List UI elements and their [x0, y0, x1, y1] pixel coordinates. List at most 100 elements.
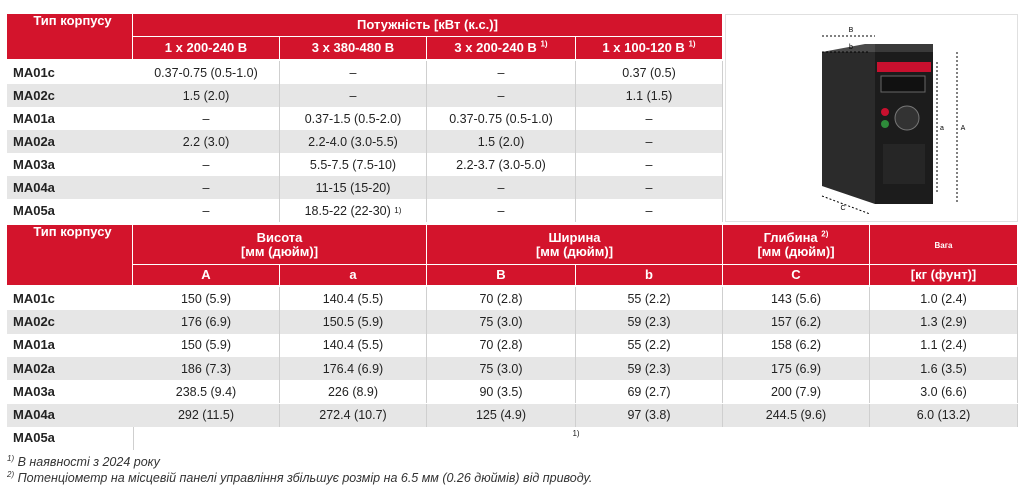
cell-text: 0.37-0.75 (0.5-1.0) — [154, 65, 258, 80]
data-cell: 0.37 (0.5) — [576, 61, 723, 84]
header-line: Вага — [934, 237, 952, 253]
header-sub: [мм (дюйм)] — [240, 243, 319, 259]
column-header: 3 x 380-480 В — [280, 37, 427, 60]
note-mark: 2) — [7, 469, 15, 479]
cell-text: 125 (4.9) — [475, 408, 527, 423]
dimension-label: B — [849, 27, 854, 34]
row-label: MA01c — [7, 61, 133, 84]
row-label: MA02a — [7, 130, 133, 153]
data-cell: 238.5 (9.4) — [133, 380, 280, 404]
data-cell: 272.4 (10.7) — [280, 403, 427, 427]
device-top-edge — [875, 44, 933, 52]
cell-text: 1.5 (2.0) — [182, 88, 230, 103]
device-button — [881, 120, 889, 128]
cell-text: – — [202, 157, 210, 172]
footnote: 2) Потенціометр на місцевій панелі управ… — [7, 469, 592, 485]
cell-text: 244.5 (9.6) — [765, 408, 827, 423]
cell-text: – — [645, 203, 653, 218]
header-text: a — [349, 267, 357, 282]
cell-text: 175 (6.9) — [770, 361, 822, 376]
data-cell: 70 (2.8) — [427, 287, 576, 311]
cell-text: 11-15 (15-20) — [315, 180, 391, 195]
cell-text: 3 x 380-480 В — [311, 40, 395, 55]
cell-text: 176.4 (6.9) — [322, 361, 384, 376]
data-cell: – — [427, 176, 576, 199]
data-cell: 90 (3.5) — [427, 380, 576, 404]
cell-text: 0.37-0.75 (0.5-1.0) — [449, 111, 553, 126]
cell-text: 0.37-1.5 (0.5-2.0) — [304, 111, 402, 126]
cell-text: 2.2-3.7 (3.0-5.0) — [456, 157, 546, 172]
data-cell: 1.3 (2.9) — [870, 310, 1018, 334]
header-line: Висота — [257, 230, 303, 245]
cell-text: 1 x 200-240 В — [164, 40, 248, 55]
row-label: MA04a — [7, 176, 133, 199]
row-label: MA03a — [7, 153, 133, 176]
cell-text: 18.5-22 (22-30) — [304, 203, 391, 218]
cell-text: 226 (8.9) — [327, 384, 379, 399]
row-label: MA04a — [7, 403, 133, 427]
data-cell: 75 (3.0) — [427, 356, 576, 381]
data-cell: 140.4 (5.5) — [280, 333, 427, 357]
data-cell: – — [576, 153, 723, 176]
unit-header: C — [723, 265, 870, 286]
cell-text: 1.1 (2.4) — [920, 338, 967, 353]
cell-text: – — [497, 203, 505, 218]
cell-text: 59 (2.3) — [627, 314, 671, 329]
data-cell: – — [576, 199, 723, 222]
data-cell: – — [576, 107, 723, 130]
data-cell: 6.0 (13.2) — [870, 403, 1018, 427]
data-cell: 55 (2.2) — [576, 333, 723, 357]
cell-text: 1.3 (2.9) — [920, 314, 967, 329]
cell-text: MA03a — [13, 156, 55, 172]
header-text: C — [791, 267, 801, 282]
data-cell: 70 (2.8) — [427, 333, 576, 357]
data-cell: 226 (8.9) — [280, 380, 427, 404]
data-cell: 2.2-4.0 (3.0-5.5) — [280, 130, 427, 153]
footnote-text: В наявності з 2024 року — [17, 455, 160, 469]
data-cell: 18.5-22 (22-30) 1) — [280, 199, 427, 222]
header-line: Глибина 2) — [764, 230, 829, 245]
cell-text: MA01a — [13, 110, 55, 126]
note-mark: 1) — [572, 428, 580, 438]
cell-text: – — [645, 134, 653, 149]
data-cell: 143 (5.6) — [723, 287, 870, 311]
cell-text: 140.4 (5.5) — [322, 338, 384, 353]
unit-header: b — [576, 265, 723, 286]
data-cell: – — [280, 61, 427, 84]
cell-text: 75 (3.0) — [479, 361, 523, 376]
device-brand — [877, 62, 931, 72]
data-cell: 244.5 (9.6) — [723, 403, 870, 427]
cell-text: 70 (2.8) — [479, 291, 523, 306]
row-label: MA03a — [7, 380, 133, 403]
cell-text: 143 (5.6) — [770, 291, 822, 306]
cell-text: 75 (3.0) — [479, 314, 523, 329]
data-cell: 0.37-0.75 (0.5-1.0) — [427, 107, 576, 130]
merged-cell: 1) — [133, 426, 1018, 451]
cell-text: 1.1 (1.5) — [625, 88, 673, 103]
data-cell: 158 (6.2) — [723, 333, 870, 357]
data-cell: 125 (4.9) — [427, 403, 576, 427]
cell-text: 1.0 (2.4) — [920, 291, 967, 306]
row-label: MA01a — [7, 107, 133, 130]
data-cell: – — [427, 199, 576, 222]
cell-text: MA04a — [13, 407, 55, 423]
data-cell: – — [133, 107, 280, 130]
data-cell: 175 (6.9) — [723, 356, 870, 381]
column-header: 3 x 200-240 В 1) — [427, 37, 576, 60]
cell-text: 1.6 (3.5) — [920, 361, 967, 376]
header-text: [кг (фунт)] — [910, 267, 977, 282]
cell-text: MA05a — [13, 430, 55, 446]
header-line: Ширина — [548, 230, 600, 245]
device-figure: Bb Aa C — [725, 14, 1018, 222]
data-cell: 150 (5.9) — [133, 287, 280, 311]
note-mark: 1) — [7, 453, 15, 463]
data-cell: 1.1 (1.5) — [576, 84, 723, 107]
data-cell: 1.0 (2.4) — [870, 287, 1018, 311]
cell-text: 90 (3.5) — [479, 384, 523, 399]
device-knob — [894, 105, 920, 131]
cell-text: 150 (5.9) — [180, 338, 232, 353]
cell-text: 140.4 (5.5) — [322, 291, 384, 306]
dimension-label: A — [961, 125, 966, 132]
cell-text: 186 (7.3) — [180, 361, 232, 376]
cell-text: – — [202, 203, 210, 218]
